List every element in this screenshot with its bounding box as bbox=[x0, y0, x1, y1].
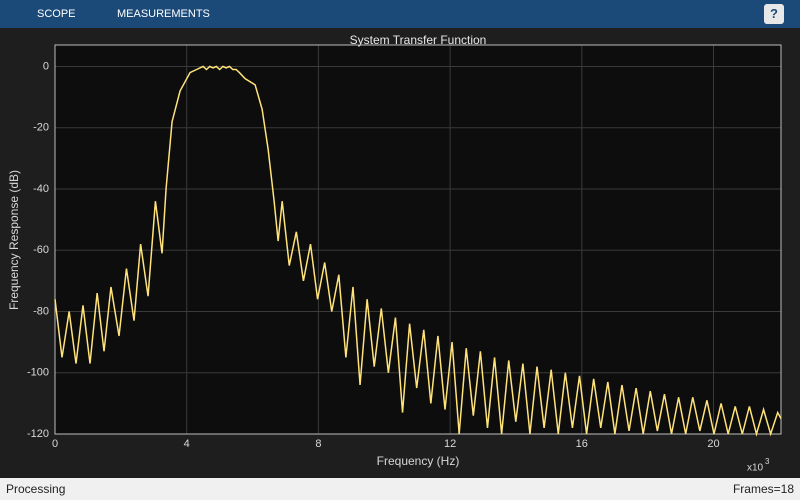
y-tick-label: -20 bbox=[33, 122, 49, 134]
x-multiplier: x10 bbox=[747, 463, 764, 474]
response-line bbox=[54, 65, 782, 437]
y-axis-label: Frequency Response (dB) bbox=[7, 170, 21, 310]
x-tick-label: 12 bbox=[444, 438, 456, 450]
measurements-tab[interactable]: MEASUREMENTS bbox=[117, 8, 210, 20]
x-tick-label: 16 bbox=[576, 438, 588, 450]
y-tick-label: -40 bbox=[33, 183, 49, 195]
y-tick-label: -80 bbox=[33, 305, 49, 317]
frames-text: Frames=18 bbox=[732, 482, 794, 496]
x-multiplier-exponent: 3 bbox=[765, 457, 770, 466]
y-tick-label: -120 bbox=[27, 428, 49, 440]
x-tick-label: 4 bbox=[184, 438, 190, 450]
status-text: Processing bbox=[6, 482, 66, 496]
y-tick-label: -100 bbox=[27, 367, 49, 379]
x-tick-label: 20 bbox=[707, 438, 719, 450]
axes-frame bbox=[54, 44, 782, 435]
scope-tab[interactable]: SCOPE bbox=[37, 8, 76, 20]
y-tick-label: 0 bbox=[43, 60, 49, 72]
x-tick-label: 0 bbox=[52, 438, 58, 450]
chart-title: System Transfer Function bbox=[350, 33, 487, 47]
plot-area bbox=[55, 45, 781, 434]
x-axis-label: Frequency (Hz) bbox=[377, 454, 460, 468]
toolbar: SCOPE MEASUREMENTS ? bbox=[0, 0, 800, 28]
x-tick-label: 8 bbox=[315, 438, 321, 450]
y-tick-label: -60 bbox=[33, 244, 49, 256]
help-button[interactable]: ? bbox=[764, 4, 784, 24]
status-bar: Processing Frames=18 bbox=[0, 478, 800, 500]
chart: System Transfer Function Frequency (Hz) … bbox=[7, 33, 782, 474]
